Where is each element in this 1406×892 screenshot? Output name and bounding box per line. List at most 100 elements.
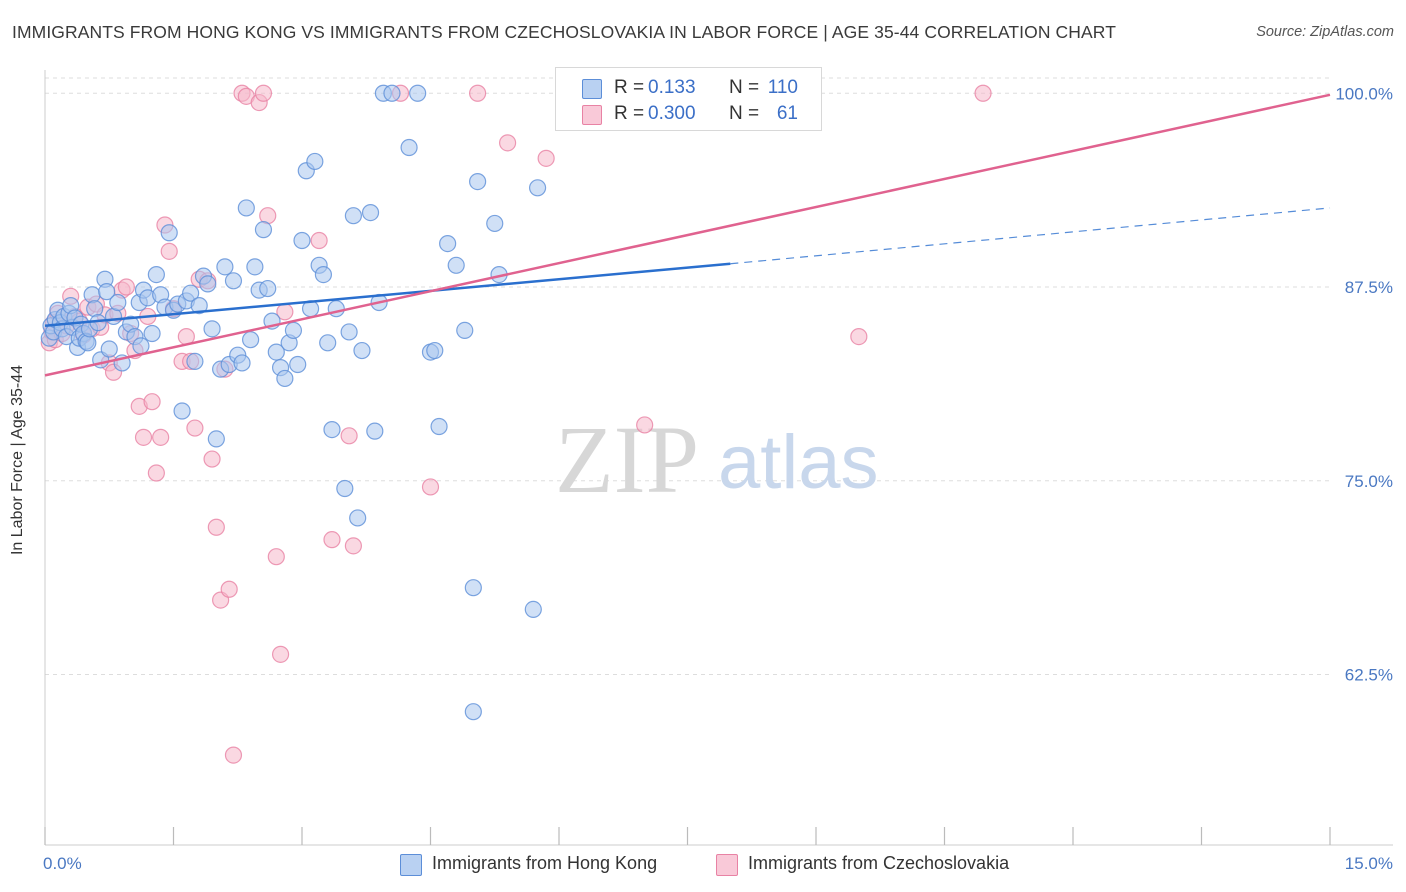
data-point-hong-kong — [86, 300, 104, 318]
stats-n-label: N = — [729, 77, 760, 98]
data-point-czechoslovakia — [537, 149, 555, 167]
data-point-czechoslovakia — [207, 518, 225, 536]
data-point-hong-kong — [353, 341, 371, 360]
legend-label: Immigrants from Czechoslovakia — [748, 853, 1010, 873]
data-point-hong-kong — [456, 321, 474, 339]
data-point-hong-kong — [293, 231, 311, 250]
data-point-hong-kong — [143, 324, 161, 343]
data-points — [40, 84, 992, 764]
data-point-hong-kong — [132, 337, 150, 355]
data-point-hong-kong — [237, 199, 255, 217]
data-point-czechoslovakia — [499, 134, 517, 152]
legend-swatch-blue — [400, 854, 422, 876]
data-point-hong-kong — [469, 173, 487, 191]
data-point-hong-kong — [267, 343, 285, 361]
stats-row-czechoslovakia: R = 0.300 N = 61 — [556, 101, 821, 129]
chart-title: IMMIGRANTS FROM HONG KONG VS IMMIGRANTS … — [12, 22, 1116, 42]
data-point-czechoslovakia — [203, 450, 221, 468]
data-point-hong-kong — [486, 214, 504, 233]
data-point-hong-kong — [98, 283, 116, 301]
data-point-hong-kong — [319, 334, 337, 352]
data-point-hong-kong — [207, 430, 225, 448]
data-point-czechoslovakia — [220, 580, 238, 598]
data-point-czechoslovakia — [267, 548, 285, 566]
y-tick-label: 75.0% — [1345, 472, 1393, 491]
axes — [44, 70, 1393, 846]
data-point-hong-kong — [409, 84, 427, 102]
source-credit: Source: ZipAtlas.com — [1256, 24, 1394, 40]
data-point-czechoslovakia — [340, 427, 358, 445]
data-point-hong-kong — [430, 417, 448, 436]
watermark-zip: ZIP — [555, 406, 699, 513]
data-point-czechoslovakia — [147, 464, 165, 482]
stats-r-value: 0.133 — [648, 77, 696, 98]
data-point-czechoslovakia — [271, 645, 290, 663]
data-point-hong-kong — [464, 579, 482, 597]
data-point-hong-kong — [426, 341, 444, 360]
data-point-hong-kong — [216, 258, 234, 276]
data-point-hong-kong — [361, 204, 380, 222]
data-point-hong-kong — [224, 272, 243, 290]
data-point-hong-kong — [524, 600, 542, 619]
data-point-hong-kong — [323, 421, 341, 439]
data-point-hong-kong — [447, 256, 465, 274]
legend-swatch-pink — [716, 854, 738, 876]
data-point-hong-kong — [173, 402, 191, 420]
data-point-czechoslovakia — [421, 478, 440, 496]
data-point-czechoslovakia — [186, 419, 204, 437]
watermark: ZIP atlas — [555, 406, 879, 513]
data-point-hong-kong — [259, 279, 277, 298]
data-point-czechoslovakia — [636, 416, 654, 434]
y-tick-label: 62.5% — [1345, 666, 1393, 685]
data-point-hong-kong — [327, 300, 345, 318]
data-point-czechoslovakia — [152, 428, 170, 446]
data-point-czechoslovakia — [850, 328, 868, 346]
data-point-czechoslovakia — [323, 531, 341, 549]
data-point-hong-kong — [400, 138, 418, 157]
data-point-hong-kong — [336, 479, 354, 498]
data-point-hong-kong — [340, 323, 358, 341]
y-tick-label: 100.0% — [1335, 84, 1393, 103]
stats-n-value: 61 — [776, 103, 798, 124]
data-point-hong-kong — [314, 266, 333, 284]
data-point-hong-kong — [383, 84, 401, 102]
data-point-czechoslovakia — [160, 242, 178, 260]
data-point-hong-kong — [464, 703, 482, 721]
data-point-czechoslovakia — [134, 428, 153, 446]
stats-r-value: 0.300 — [648, 103, 696, 124]
data-point-hong-kong — [276, 369, 294, 388]
data-point-hong-kong — [203, 320, 221, 338]
stats-n-value: 110 — [767, 77, 798, 98]
stats-swatch-pink — [582, 105, 602, 125]
data-point-czechoslovakia — [117, 278, 135, 296]
data-point-hong-kong — [190, 297, 208, 315]
data-point-hong-kong — [199, 275, 217, 293]
tick-labels: 62.5% 75.0% 87.5% 100.0% 0.0% 15.0% — [43, 84, 1393, 873]
data-point-hong-kong — [246, 258, 264, 276]
data-point-czechoslovakia — [143, 393, 161, 411]
grid-lines — [45, 77, 1330, 675]
data-point-hong-kong — [254, 221, 273, 239]
data-point-czechoslovakia — [469, 84, 487, 102]
watermark-atlas: atlas — [718, 420, 879, 505]
data-point-czechoslovakia — [254, 84, 273, 102]
stats-swatch-blue — [582, 79, 602, 99]
data-point-czechoslovakia — [974, 84, 992, 102]
trend-line-hong-kong — [44, 262, 731, 327]
data-point-hong-kong — [160, 224, 178, 242]
data-point-hong-kong — [186, 352, 204, 370]
data-point-czechoslovakia — [310, 231, 328, 250]
data-point-hong-kong — [147, 266, 165, 284]
stats-box: R = 0.133 N = 110 R = 0.300 N = 61 — [555, 67, 822, 131]
data-point-hong-kong — [100, 340, 118, 358]
stats-n-label: N = — [729, 103, 760, 124]
x-tick-label: 15.0% — [1345, 854, 1393, 873]
data-point-hong-kong — [182, 284, 200, 302]
trend-line-hong-kong-extension — [730, 207, 1331, 265]
stats-r-label: R = — [614, 103, 645, 124]
data-point-hong-kong — [242, 331, 260, 349]
data-point-hong-kong — [289, 355, 307, 374]
data-point-hong-kong — [349, 509, 367, 527]
legend-label: Immigrants from Hong Kong — [432, 853, 658, 873]
data-point-hong-kong — [284, 321, 303, 339]
